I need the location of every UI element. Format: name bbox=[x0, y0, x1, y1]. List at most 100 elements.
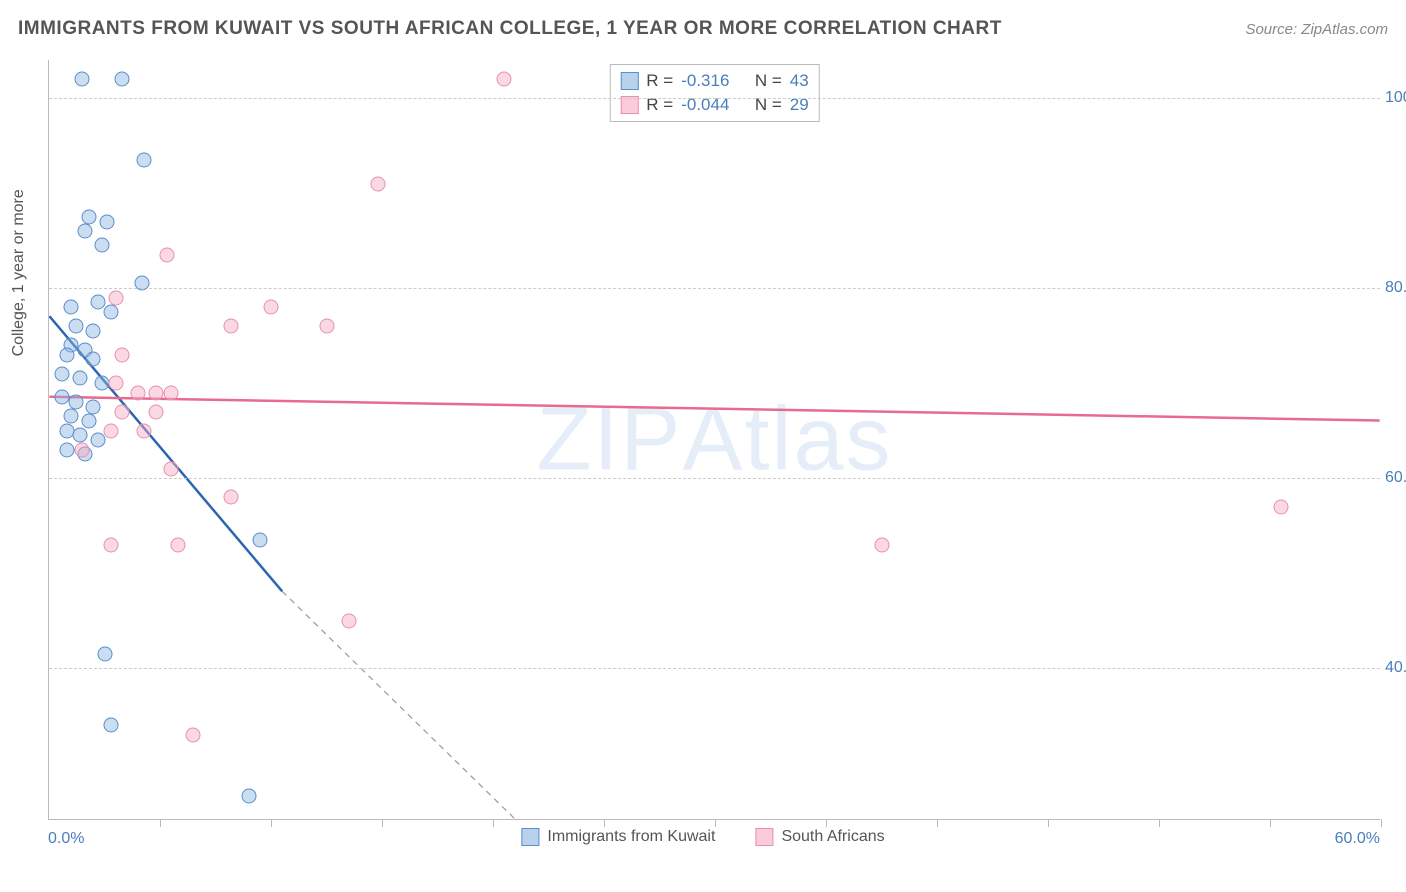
x-tick bbox=[160, 819, 161, 827]
data-point bbox=[99, 214, 114, 229]
data-point bbox=[104, 718, 119, 733]
data-point bbox=[170, 537, 185, 552]
data-point bbox=[86, 399, 101, 414]
data-point bbox=[115, 347, 130, 362]
data-point bbox=[370, 176, 385, 191]
data-point bbox=[137, 152, 152, 167]
x-tick bbox=[604, 819, 605, 827]
legend-n-label: N = bbox=[755, 71, 782, 91]
data-point bbox=[159, 247, 174, 262]
watermark-thin: Atlas bbox=[682, 389, 892, 489]
legend-n-value-blue: 43 bbox=[790, 71, 809, 91]
x-axis-start-label: 0.0% bbox=[48, 830, 84, 848]
data-point bbox=[319, 319, 334, 334]
legend-item-blue: Immigrants from Kuwait bbox=[521, 828, 715, 846]
data-point bbox=[59, 347, 74, 362]
legend-stats-row-blue: R = -0.316 N = 43 bbox=[620, 69, 808, 93]
legend-swatch-blue bbox=[521, 828, 539, 846]
data-point bbox=[224, 319, 239, 334]
trend-line bbox=[282, 591, 515, 819]
data-point bbox=[164, 461, 179, 476]
x-tick bbox=[271, 819, 272, 827]
data-point bbox=[115, 404, 130, 419]
gridline bbox=[49, 288, 1380, 289]
trend-line bbox=[49, 397, 1379, 421]
data-point bbox=[137, 423, 152, 438]
legend-r-value-blue: -0.316 bbox=[681, 71, 729, 91]
legend-stats-row-pink: R = -0.044 N = 29 bbox=[620, 93, 808, 117]
data-point bbox=[73, 428, 88, 443]
data-point bbox=[104, 537, 119, 552]
y-tick-label: 80.0% bbox=[1385, 279, 1406, 297]
data-point bbox=[252, 532, 267, 547]
data-point bbox=[115, 72, 130, 87]
y-tick-label: 60.0% bbox=[1385, 469, 1406, 487]
x-tick bbox=[382, 819, 383, 827]
data-point bbox=[73, 371, 88, 386]
trend-lines-layer bbox=[49, 60, 1380, 819]
data-point bbox=[64, 300, 79, 315]
data-point bbox=[241, 789, 256, 804]
data-point bbox=[77, 224, 92, 239]
gridline bbox=[49, 668, 1380, 669]
data-point bbox=[75, 442, 90, 457]
data-point bbox=[164, 385, 179, 400]
data-point bbox=[81, 414, 96, 429]
data-point bbox=[186, 727, 201, 742]
data-point bbox=[97, 646, 112, 661]
data-point bbox=[148, 404, 163, 419]
data-point bbox=[86, 323, 101, 338]
gridline bbox=[49, 478, 1380, 479]
data-point bbox=[224, 490, 239, 505]
y-tick-label: 40.0% bbox=[1385, 659, 1406, 677]
x-tick bbox=[937, 819, 938, 827]
legend-swatch-pink bbox=[755, 828, 773, 846]
data-point bbox=[68, 395, 83, 410]
source-attribution: Source: ZipAtlas.com bbox=[1245, 21, 1388, 38]
data-point bbox=[108, 290, 123, 305]
x-tick bbox=[1159, 819, 1160, 827]
data-point bbox=[75, 72, 90, 87]
data-point bbox=[86, 352, 101, 367]
legend-r-label: R = bbox=[646, 71, 673, 91]
y-axis-title: College, 1 year or more bbox=[10, 189, 28, 356]
data-point bbox=[108, 376, 123, 391]
x-tick bbox=[493, 819, 494, 827]
data-point bbox=[55, 366, 70, 381]
y-tick-label: 100.0% bbox=[1385, 89, 1406, 107]
data-point bbox=[68, 319, 83, 334]
data-point bbox=[874, 537, 889, 552]
x-tick bbox=[1270, 819, 1271, 827]
chart-title: IMMIGRANTS FROM KUWAIT VS SOUTH AFRICAN … bbox=[18, 18, 1002, 40]
x-tick bbox=[1381, 819, 1382, 827]
legend-label-pink: South Africans bbox=[781, 828, 884, 846]
data-point bbox=[59, 442, 74, 457]
legend-stats-box: R = -0.316 N = 43 R = -0.044 N = 29 bbox=[609, 64, 819, 122]
data-point bbox=[148, 385, 163, 400]
watermark: ZIPAtlas bbox=[536, 388, 892, 491]
data-point bbox=[130, 385, 145, 400]
data-point bbox=[135, 276, 150, 291]
data-point bbox=[264, 300, 279, 315]
data-point bbox=[90, 433, 105, 448]
x-tick bbox=[715, 819, 716, 827]
chart-plot-area: ZIPAtlas R = -0.316 N = 43 R = -0.044 N … bbox=[48, 60, 1380, 820]
title-bar: IMMIGRANTS FROM KUWAIT VS SOUTH AFRICAN … bbox=[18, 18, 1388, 40]
x-tick bbox=[1048, 819, 1049, 827]
data-point bbox=[341, 613, 356, 628]
data-point bbox=[104, 304, 119, 319]
legend-series: Immigrants from Kuwait South Africans bbox=[521, 828, 884, 846]
watermark-bold: ZIP bbox=[536, 389, 682, 489]
data-point bbox=[64, 409, 79, 424]
data-point bbox=[497, 72, 512, 87]
gridline bbox=[49, 98, 1380, 99]
legend-item-pink: South Africans bbox=[755, 828, 884, 846]
legend-swatch-blue bbox=[620, 72, 638, 90]
x-tick bbox=[826, 819, 827, 827]
data-point bbox=[1274, 499, 1289, 514]
data-point bbox=[90, 295, 105, 310]
legend-label-blue: Immigrants from Kuwait bbox=[547, 828, 715, 846]
data-point bbox=[95, 238, 110, 253]
x-axis-end-label: 60.0% bbox=[1335, 830, 1380, 848]
data-point bbox=[81, 209, 96, 224]
